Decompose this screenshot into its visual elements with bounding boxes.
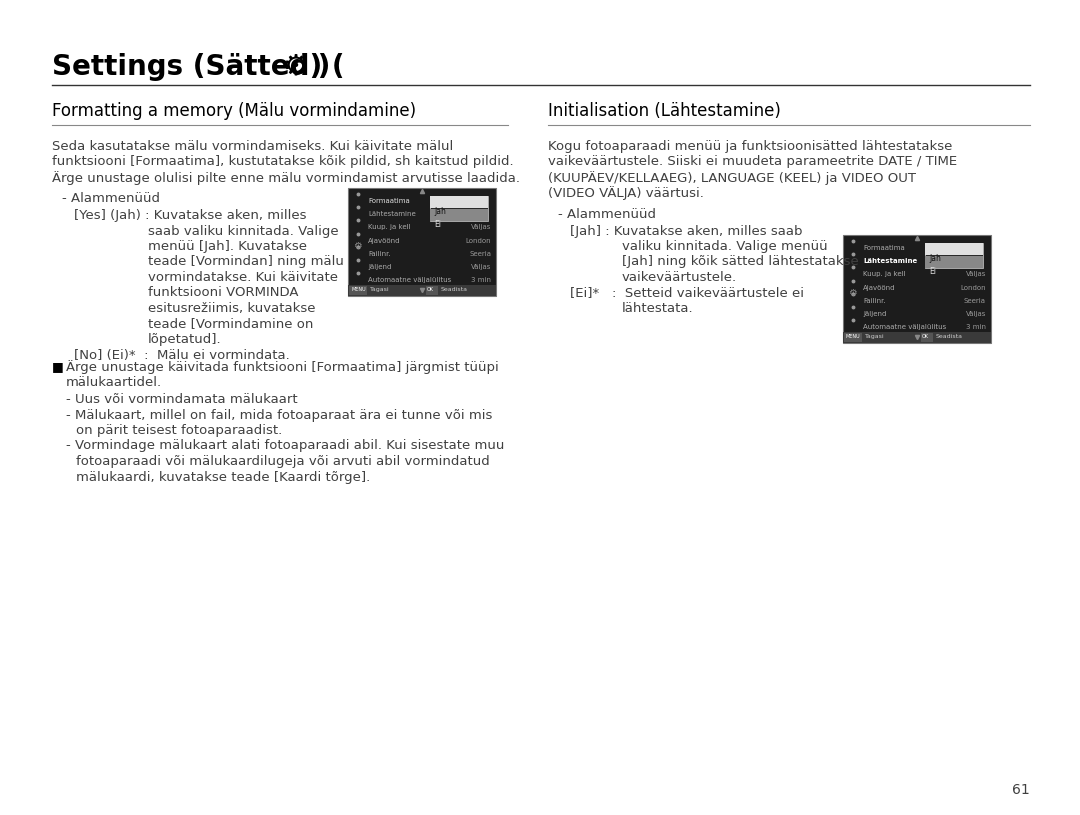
Text: MENU: MENU <box>846 334 861 339</box>
Text: Formatting a memory (Mälu vormindamine): Formatting a memory (Mälu vormindamine) <box>52 102 416 120</box>
Text: fotoaparaadi või mälukaardilugeja või arvuti abil vormindatud: fotoaparaadi või mälukaardilugeja või ar… <box>76 455 489 468</box>
Text: mälukaardi, kuvatakse teade [Kaardi tõrge].: mälukaardi, kuvatakse teade [Kaardi tõrg… <box>76 470 370 483</box>
Text: lõpetatud].: lõpetatud]. <box>148 333 221 346</box>
Text: Formaatima: Formaatima <box>368 198 409 204</box>
Text: funktsiooni [Formaatima], kustutatakse kõik pildid, sh kaitstud pildid.: funktsiooni [Formaatima], kustutatakse k… <box>52 156 514 169</box>
Text: Ärge unustage käivitada funktsiooni [Formaatima] järgmist tüüpi: Ärge unustage käivitada funktsiooni [For… <box>66 360 499 374</box>
Text: Väljas: Väljas <box>966 271 986 277</box>
Text: Kuup. ja kell: Kuup. ja kell <box>863 271 906 277</box>
Text: 61: 61 <box>1012 783 1030 797</box>
Bar <box>348 285 496 296</box>
Text: Ajavöönd: Ajavöönd <box>368 238 401 244</box>
Text: Tagasi: Tagasi <box>865 334 885 339</box>
Text: Automaatne väljalülitus: Automaatne väljalülitus <box>863 324 946 330</box>
Text: [Jah] : Kuvatakse aken, milles saab: [Jah] : Kuvatakse aken, milles saab <box>570 224 802 237</box>
Text: Failinr.: Failinr. <box>863 297 886 304</box>
Bar <box>924 256 983 268</box>
Text: - Alammenüüd: - Alammenüüd <box>62 192 160 205</box>
Text: Ei: Ei <box>434 220 441 229</box>
Bar <box>348 188 496 296</box>
Text: London: London <box>960 284 986 291</box>
Text: menüü [Jah]. Kuvatakse: menüü [Jah]. Kuvatakse <box>148 240 307 253</box>
Text: ): ) <box>308 53 330 81</box>
Text: 3 min: 3 min <box>966 324 986 330</box>
Text: Jäljend: Jäljend <box>368 264 391 270</box>
Text: Automaatne väljalülitus: Automaatne väljalülitus <box>368 277 451 283</box>
Text: Kogu fotoaparaadi menüü ja funktsioonisätted lähtestatakse: Kogu fotoaparaadi menüü ja funktsioonisä… <box>548 140 953 153</box>
Text: [Yes] (Jah) : Kuvatakse aken, milles: [Yes] (Jah) : Kuvatakse aken, milles <box>75 209 307 222</box>
Text: [Jah] ning kõik sätted lähtestatakse: [Jah] ning kõik sätted lähtestatakse <box>622 255 859 268</box>
Bar <box>430 196 488 221</box>
Text: Settings (Sätted) (: Settings (Sätted) ( <box>52 53 354 81</box>
Text: Lähtestamine: Lähtestamine <box>863 258 917 264</box>
Text: Jäljend: Jäljend <box>863 311 887 317</box>
Text: - Mälukaart, millel on fail, mida fotoaparaat ära ei tunne või mis: - Mälukaart, millel on fail, mida fotoap… <box>66 408 492 421</box>
Text: Tagasi: Tagasi <box>370 287 390 292</box>
Text: [No] (Ei)*  :  Mälu ei vormindata.: [No] (Ei)* : Mälu ei vormindata. <box>75 349 289 362</box>
Text: Väljas: Väljas <box>966 311 986 317</box>
Text: Formaatima: Formaatima <box>863 245 905 251</box>
Text: Väljas: Väljas <box>471 224 491 231</box>
Text: Seeria: Seeria <box>469 251 491 257</box>
Text: Ärge unustage olulisi pilte enne mälu vormindamist arvutisse laadida.: Ärge unustage olulisi pilte enne mälu vo… <box>52 171 519 185</box>
Text: Ei: Ei <box>929 267 936 276</box>
Text: OK: OK <box>427 287 434 292</box>
Text: valiku kinnitada. Valige menüü: valiku kinnitada. Valige menüü <box>622 240 827 253</box>
Text: ⚙: ⚙ <box>282 52 308 80</box>
Text: ■: ■ <box>52 360 64 373</box>
Text: 3 min: 3 min <box>471 277 491 283</box>
Text: saab valiku kinnitada. Valige: saab valiku kinnitada. Valige <box>148 224 339 237</box>
Bar <box>430 209 488 221</box>
Text: Ajavöönd: Ajavöönd <box>863 284 895 291</box>
Text: esitusrežiimis, kuvatakse: esitusrežiimis, kuvatakse <box>148 302 315 315</box>
Text: Initialisation (Lähtestamine): Initialisation (Lähtestamine) <box>548 102 781 120</box>
Text: funktsiooni VORMINDA: funktsiooni VORMINDA <box>148 287 298 299</box>
Text: Seeria: Seeria <box>964 297 986 304</box>
Bar <box>924 243 983 255</box>
Bar <box>349 286 367 295</box>
Text: - Vormindage mälukaart alati fotoaparaadi abil. Kui sisestate muu: - Vormindage mälukaart alati fotoaparaad… <box>66 439 504 452</box>
Text: Jah: Jah <box>434 207 446 216</box>
Text: vaikeväärtustele. Siiski ei muudeta parameetrite DATE / TIME: vaikeväärtustele. Siiski ei muudeta para… <box>548 156 957 169</box>
Text: teade [Vormindamine on: teade [Vormindamine on <box>148 318 313 331</box>
Text: Väljas: Väljas <box>471 264 491 270</box>
Text: OK: OK <box>922 334 929 339</box>
Text: Failinr.: Failinr. <box>368 251 391 257</box>
Bar <box>430 196 488 208</box>
Text: London: London <box>465 238 491 244</box>
Text: Lähtestamine: Lähtestamine <box>368 211 416 218</box>
Text: on pärit teisest fotoaparaadist.: on pärit teisest fotoaparaadist. <box>76 424 282 437</box>
Text: mälukaartidel.: mälukaartidel. <box>66 376 162 389</box>
Text: vaikeväärtustele.: vaikeväärtustele. <box>622 271 738 284</box>
Text: [Ei]*   :  Setteid vaikeväärtustele ei: [Ei]* : Setteid vaikeväärtustele ei <box>570 287 804 299</box>
Text: Jah: Jah <box>929 254 941 263</box>
Bar <box>843 333 862 342</box>
Text: - Alammenüüd: - Alammenüüd <box>558 208 656 221</box>
Text: lähtestata.: lähtestata. <box>622 302 693 315</box>
Text: MENU: MENU <box>351 287 366 292</box>
Text: (VIDEO VÄLJA) väärtusi.: (VIDEO VÄLJA) väärtusi. <box>548 187 704 200</box>
Bar <box>843 332 991 343</box>
Text: ⚙: ⚙ <box>848 288 856 298</box>
Text: Kuup. ja kell: Kuup. ja kell <box>368 224 410 231</box>
Text: Seadista: Seadista <box>936 334 963 339</box>
Text: Seadista: Seadista <box>441 287 468 292</box>
Text: ⚙: ⚙ <box>353 241 362 251</box>
Text: vormindatakse. Kui käivitate: vormindatakse. Kui käivitate <box>148 271 338 284</box>
Text: - Uus või vormindamata mälukaart: - Uus või vormindamata mälukaart <box>66 393 298 406</box>
Text: (KUUPÄEV/KELLAAEG), LANGUAGE (KEEL) ja VIDEO OUT: (KUUPÄEV/KELLAAEG), LANGUAGE (KEEL) ja V… <box>548 171 916 185</box>
Bar <box>843 235 991 343</box>
Bar <box>921 333 933 342</box>
Text: teade [Vormindan] ning mälu: teade [Vormindan] ning mälu <box>148 255 343 268</box>
Bar <box>924 243 983 268</box>
Text: Seda kasutatakse mälu vormindamiseks. Kui käivitate mälul: Seda kasutatakse mälu vormindamiseks. Ku… <box>52 140 454 153</box>
Bar <box>426 286 438 295</box>
